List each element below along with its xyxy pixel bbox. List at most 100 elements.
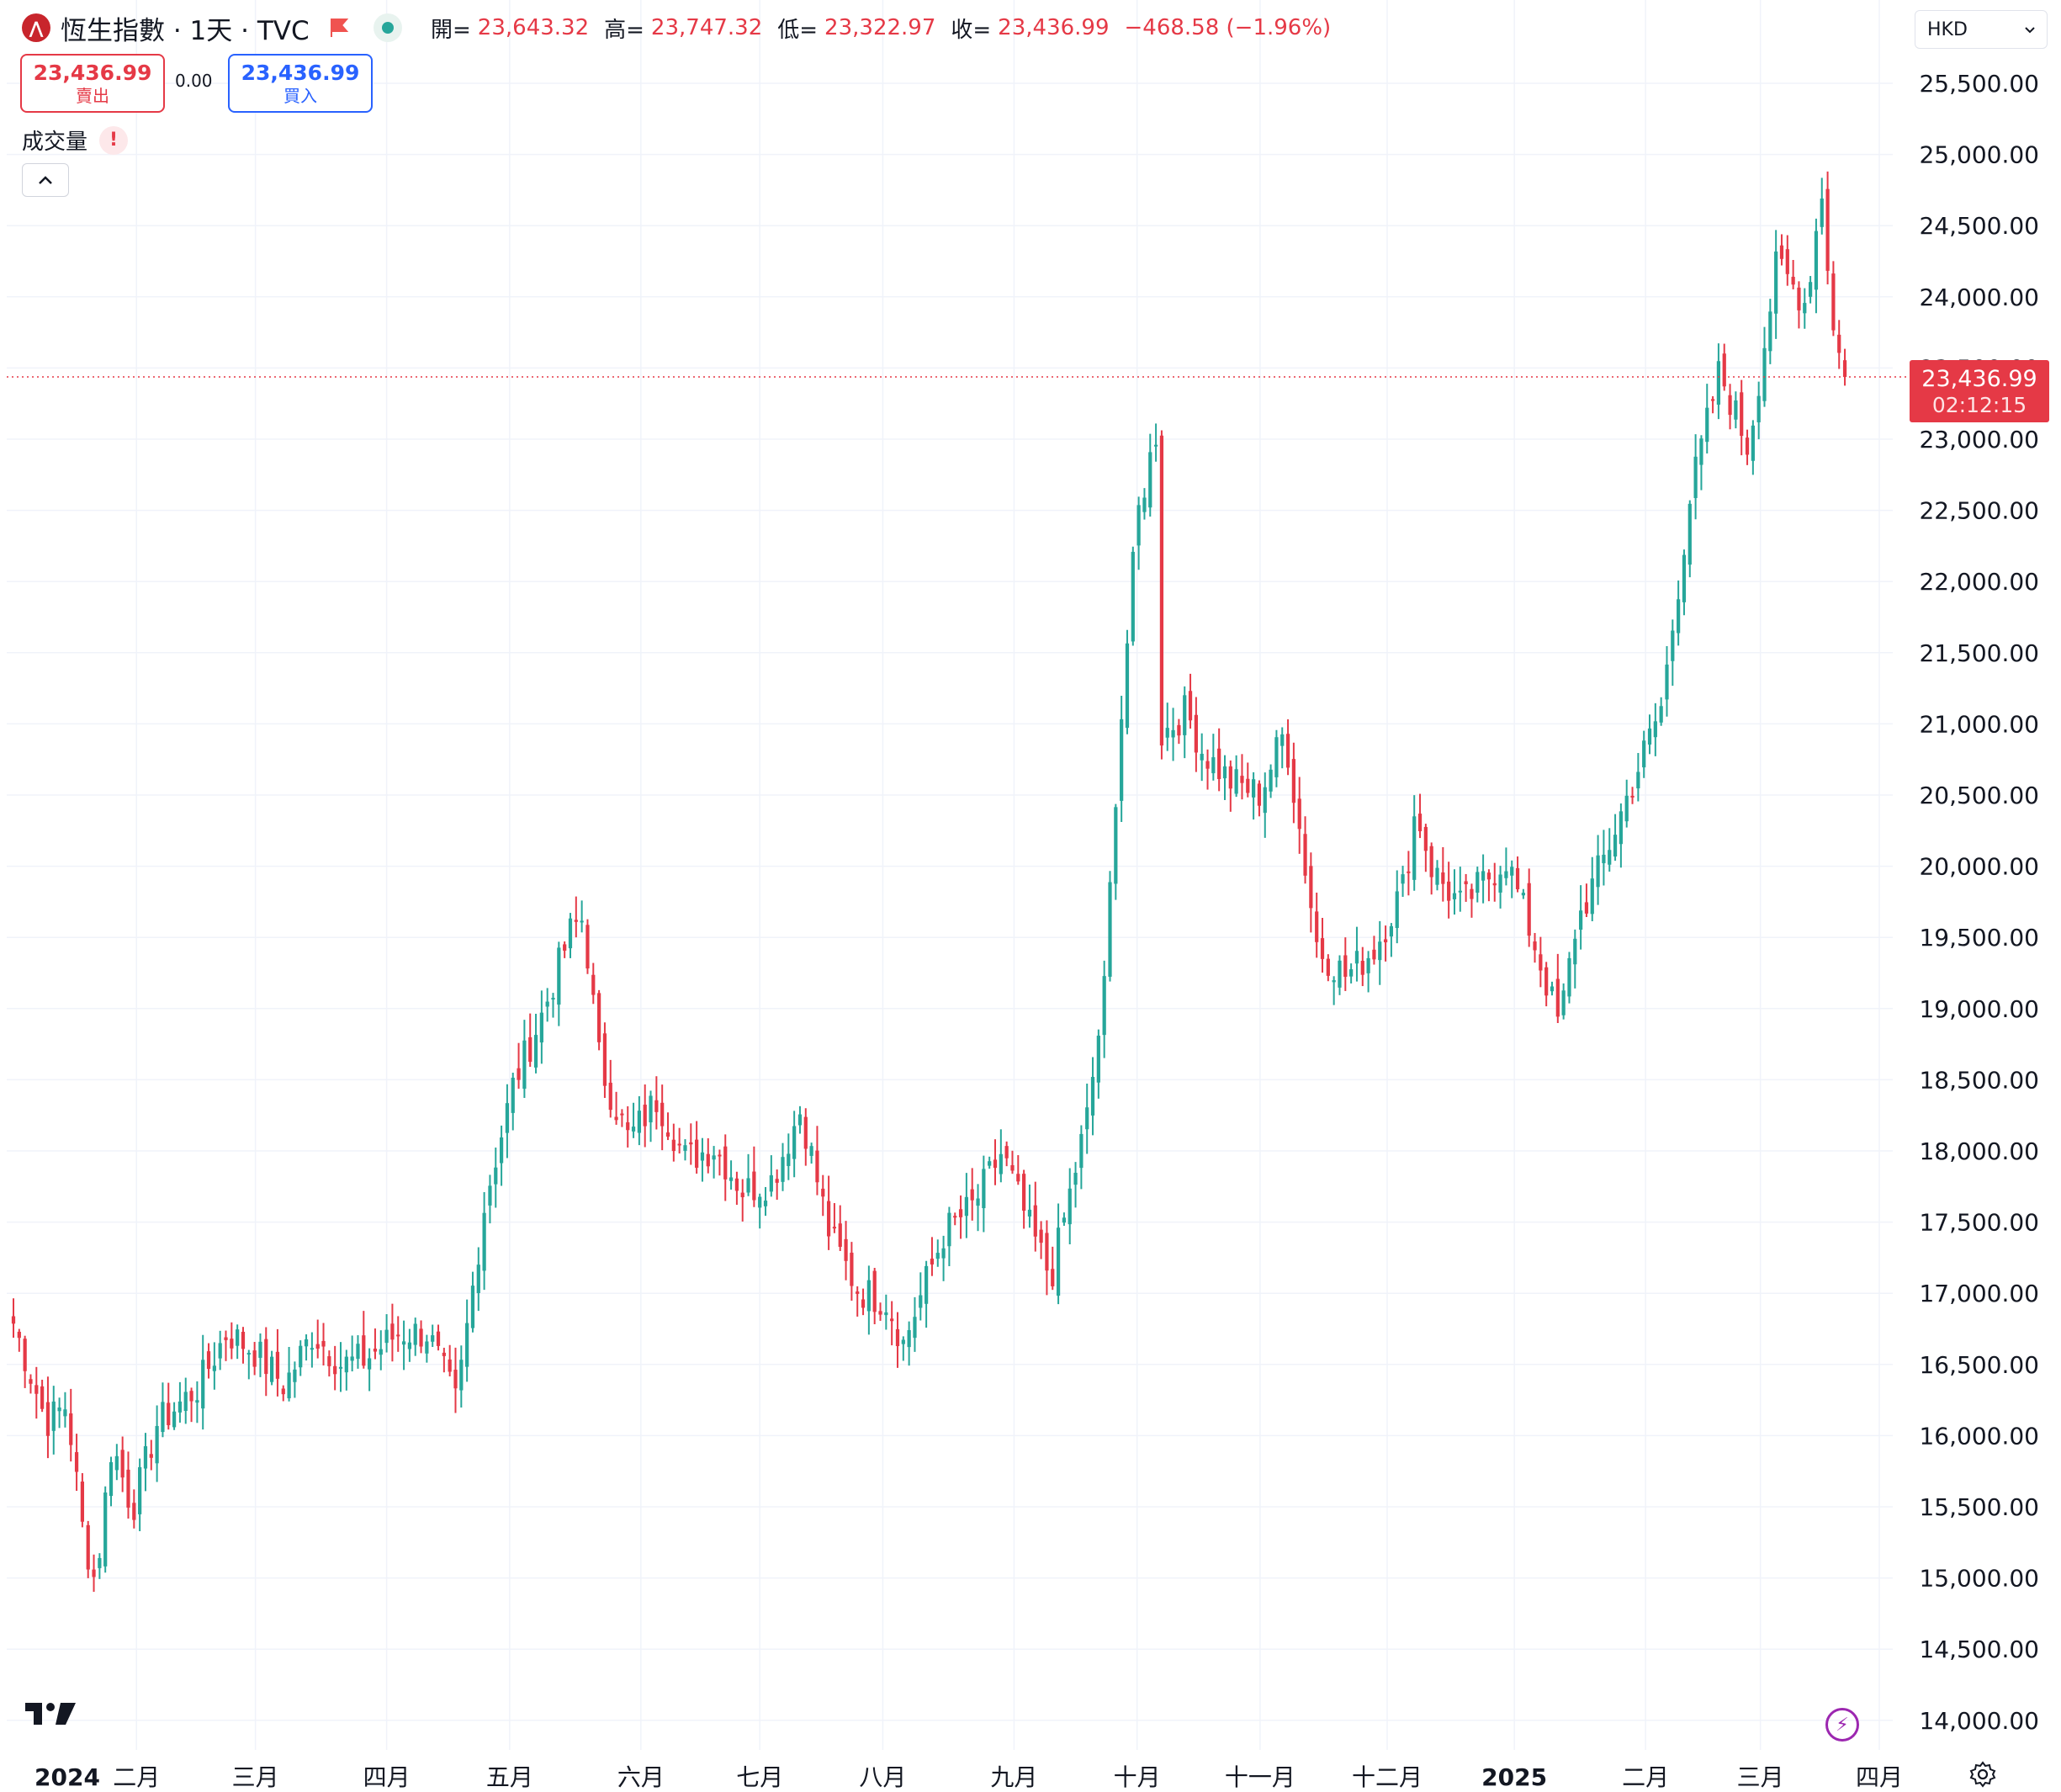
candle-body xyxy=(1401,874,1405,884)
candle xyxy=(608,1059,612,1118)
candle xyxy=(1417,793,1423,839)
candle-body xyxy=(809,1146,813,1156)
candle-body xyxy=(172,1411,177,1428)
candle-body xyxy=(236,1329,240,1346)
candle-body xyxy=(781,1157,785,1182)
candle-body xyxy=(436,1331,441,1346)
candle-body xyxy=(1285,734,1290,768)
candle xyxy=(11,1298,16,1339)
candle-body xyxy=(362,1335,366,1366)
candle-body xyxy=(1665,664,1669,700)
candle-body xyxy=(861,1299,866,1308)
market-status-icon[interactable] xyxy=(373,13,402,42)
time-axis[interactable]: 2024 二月 三月 四月 五月 六月 七月 八月 九月 十月 十一月 十二月 2025 二月 三月 四月 xyxy=(34,1763,1903,1791)
candle-body xyxy=(1096,1036,1100,1083)
candle-body xyxy=(431,1335,435,1342)
candle xyxy=(362,1311,366,1369)
buy-label: 買入 xyxy=(283,86,317,106)
candle-body xyxy=(660,1102,665,1127)
candle xyxy=(1326,954,1330,982)
candle xyxy=(671,1123,676,1162)
volume-indicator-legend[interactable]: 成交量 ! xyxy=(22,125,129,156)
candle-body xyxy=(1464,881,1468,884)
candle xyxy=(1252,771,1256,820)
candle xyxy=(1797,281,1801,329)
candle-body xyxy=(80,1482,85,1522)
candle xyxy=(252,1342,257,1376)
candle xyxy=(1785,235,1789,286)
candle xyxy=(1716,343,1721,420)
candle-body xyxy=(1125,643,1130,729)
candle-body xyxy=(1114,807,1118,884)
candle-body xyxy=(1774,251,1778,314)
settings-icon[interactable] xyxy=(1968,1760,1997,1789)
collapse-legend-button[interactable] xyxy=(22,163,69,197)
candle-body xyxy=(1246,778,1250,793)
candle xyxy=(1131,546,1135,646)
candle-body xyxy=(189,1391,193,1402)
candle-body xyxy=(1332,980,1336,983)
tradingview-logo-icon[interactable] xyxy=(25,1699,77,1728)
candle xyxy=(712,1146,716,1179)
low-value: 23,322.97 xyxy=(824,15,936,40)
candle xyxy=(752,1146,756,1207)
candle-body xyxy=(206,1351,211,1370)
candle xyxy=(1751,420,1755,475)
candle xyxy=(1263,772,1267,838)
price-tick-label: 20,000.00 xyxy=(1919,853,2039,881)
candle xyxy=(643,1084,647,1148)
symbol-legend[interactable]: ⋀ 恆生指數 · 1天 · TVC xyxy=(22,8,402,47)
candle xyxy=(143,1433,148,1492)
hsi-logo-icon: ⋀ xyxy=(22,13,50,42)
candle xyxy=(453,1347,458,1413)
candle-body xyxy=(230,1339,234,1349)
candle-body xyxy=(1716,361,1721,405)
candle-body xyxy=(866,1280,871,1312)
candle xyxy=(1407,851,1411,896)
candle-body xyxy=(1481,871,1486,881)
lightning-icon[interactable]: ⚡ xyxy=(1825,1708,1859,1742)
candle xyxy=(901,1336,905,1361)
candle xyxy=(763,1186,768,1217)
price-tick-label: 17,000.00 xyxy=(1919,1280,2039,1307)
candle-body xyxy=(1228,766,1232,789)
candle-body xyxy=(224,1337,228,1340)
chevron-up-icon xyxy=(39,176,52,184)
candle xyxy=(1297,777,1301,854)
candle xyxy=(470,1271,475,1333)
candle-body xyxy=(143,1445,148,1469)
candle-body xyxy=(700,1152,705,1161)
candle-body xyxy=(1458,890,1462,893)
candle xyxy=(1051,1246,1055,1291)
candle xyxy=(98,1553,102,1579)
price-axis[interactable]: 25,500.0025,000.0024,500.0024,000.0023,5… xyxy=(1919,70,2039,1735)
candle-body xyxy=(792,1126,797,1159)
candle xyxy=(539,990,543,1064)
currency-select[interactable]: HKD xyxy=(1915,10,2048,49)
sell-flag-icon[interactable] xyxy=(328,17,350,39)
candle-body xyxy=(1171,729,1175,738)
candle xyxy=(1671,619,1675,687)
candle xyxy=(941,1235,946,1281)
candle-body xyxy=(459,1360,464,1391)
candle xyxy=(821,1174,825,1217)
candle-body xyxy=(1068,1188,1072,1225)
warning-icon[interactable]: ! xyxy=(99,125,129,155)
candle xyxy=(356,1335,360,1369)
candle-body xyxy=(964,1196,968,1217)
candle-body xyxy=(999,1153,1003,1174)
buy-button[interactable]: 23,436.99 買入 xyxy=(228,54,373,113)
candle xyxy=(1533,932,1537,963)
candle xyxy=(155,1405,159,1482)
candle-body xyxy=(1222,766,1227,779)
candle-body xyxy=(379,1349,383,1355)
candle xyxy=(1073,1162,1078,1208)
candle-body xyxy=(177,1401,183,1413)
candle xyxy=(390,1303,395,1362)
sell-button[interactable]: 23,436.99 賣出 xyxy=(20,54,165,113)
candle xyxy=(1360,946,1364,987)
candle-body xyxy=(356,1344,360,1360)
candle xyxy=(1486,869,1491,902)
candle-body xyxy=(585,925,590,969)
